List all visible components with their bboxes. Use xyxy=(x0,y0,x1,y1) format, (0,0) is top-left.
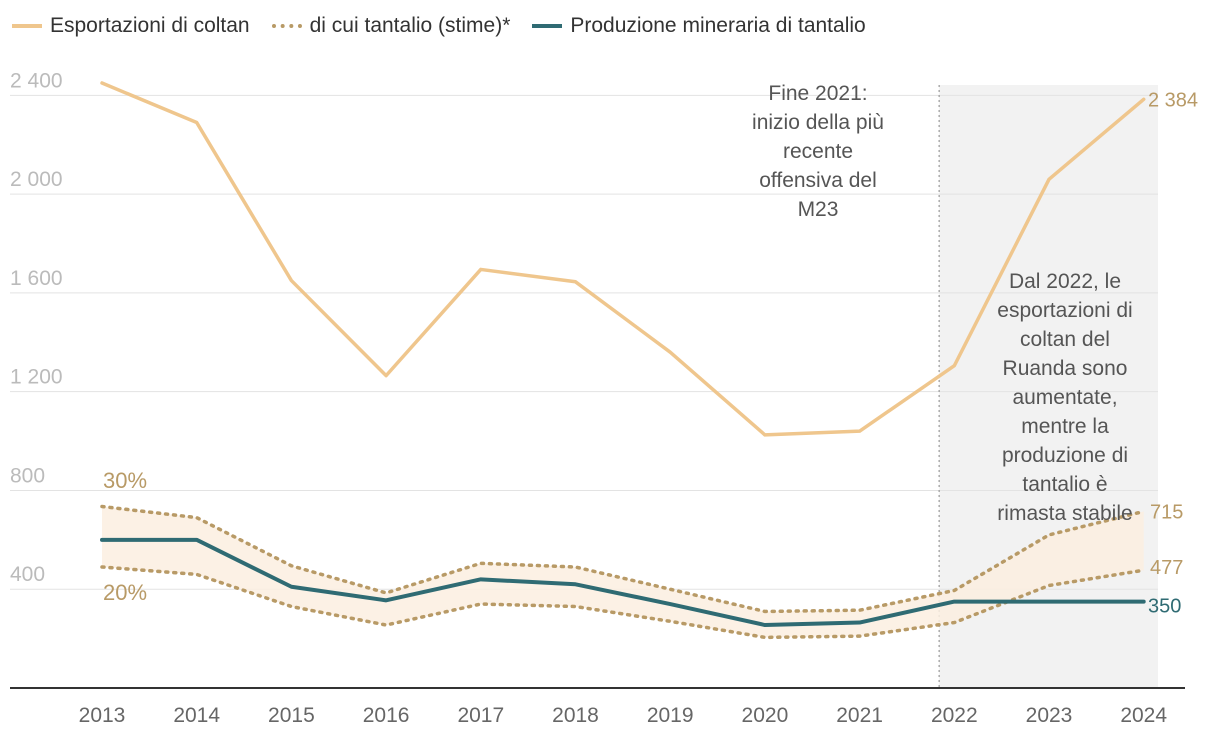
y-tick-label-1600: 1 600 xyxy=(10,267,63,290)
x-tick-label-2016: 2016 xyxy=(363,704,410,727)
y-tick-label-800: 800 xyxy=(10,464,45,487)
annotation-since2022-line: esportazioni di xyxy=(997,299,1132,322)
annotation-offensive-line: inizio della più xyxy=(752,111,884,134)
legend-swatch-exports xyxy=(12,24,42,28)
legend-swatch-tantalum xyxy=(271,24,302,28)
x-tick-label-2021: 2021 xyxy=(836,704,883,727)
annotation-since2022-line: rimasta stabile xyxy=(997,502,1132,525)
legend: Esportazioni di coltan di cui tantalio (… xyxy=(12,14,866,38)
end-label-exports: 2 384 xyxy=(1148,89,1198,111)
legend-item-exports: Esportazioni di coltan xyxy=(12,14,250,38)
x-tick-label-2013: 2013 xyxy=(79,704,126,727)
end-label-production: 350 xyxy=(1148,596,1181,618)
x-tick-label-2024: 2024 xyxy=(1120,704,1167,727)
legend-item-production: Produzione mineraria di tantalio xyxy=(532,14,866,38)
x-tick-label-2020: 2020 xyxy=(742,704,789,727)
annotation-offensive-line: recente xyxy=(783,140,853,163)
legend-swatch-production xyxy=(532,24,563,28)
annotation-since2022-line: aumentate, xyxy=(1012,386,1117,409)
y-tick-label-400: 400 xyxy=(10,563,45,586)
annotation-since2022-line: tantalio è xyxy=(1022,473,1107,496)
y-tick-label-1200: 1 200 xyxy=(10,366,63,389)
legend-label-production: Produzione mineraria di tantalio xyxy=(570,14,866,37)
annotation-since2022-line: Ruanda sono xyxy=(1003,357,1128,380)
legend-label-exports: Esportazioni di coltan xyxy=(50,14,250,37)
legend-item-tantalum: di cui tantalio (stime)* xyxy=(271,14,511,38)
x-tick-label-2022: 2022 xyxy=(931,704,978,727)
annotation-offensive-line: M23 xyxy=(798,198,839,221)
series-line-tantalum-20 xyxy=(100,565,1146,640)
series-line-exports xyxy=(100,81,1146,437)
tantalum-band xyxy=(102,506,1144,638)
series-line-production xyxy=(100,537,1146,628)
annotation-offensive-line: offensiva del xyxy=(759,169,877,192)
y-tick-label-2000: 2 000 xyxy=(10,168,63,191)
x-tick-label-2014: 2014 xyxy=(173,704,220,727)
annotation-since2022-line: mentre la xyxy=(1021,415,1109,438)
y-tick-label-2400: 2 400 xyxy=(10,69,63,92)
x-tick-label-2015: 2015 xyxy=(268,704,315,727)
end-label-tantalum-30: 715 xyxy=(1150,501,1183,523)
band-label-20: 20% xyxy=(103,580,147,605)
x-tick-label-2018: 2018 xyxy=(552,704,599,727)
annotation-since2022-line: Dal 2022, le xyxy=(1009,270,1121,293)
band-label-30: 30% xyxy=(103,468,147,493)
legend-label-tantalum: di cui tantalio (stime)* xyxy=(309,14,511,37)
x-tick-label-2019: 2019 xyxy=(647,704,694,727)
annotation-since2022-line: coltan del xyxy=(1020,328,1110,351)
x-tick-label-2023: 2023 xyxy=(1026,704,1073,727)
end-label-tantalum-20: 477 xyxy=(1150,557,1183,579)
annotation-offensive-line: Fine 2021: xyxy=(768,82,867,105)
annotation-since2022-line: produzione di xyxy=(1002,444,1128,467)
series-line-tantalum-30 xyxy=(100,504,1146,614)
x-tick-label-2017: 2017 xyxy=(457,704,504,727)
